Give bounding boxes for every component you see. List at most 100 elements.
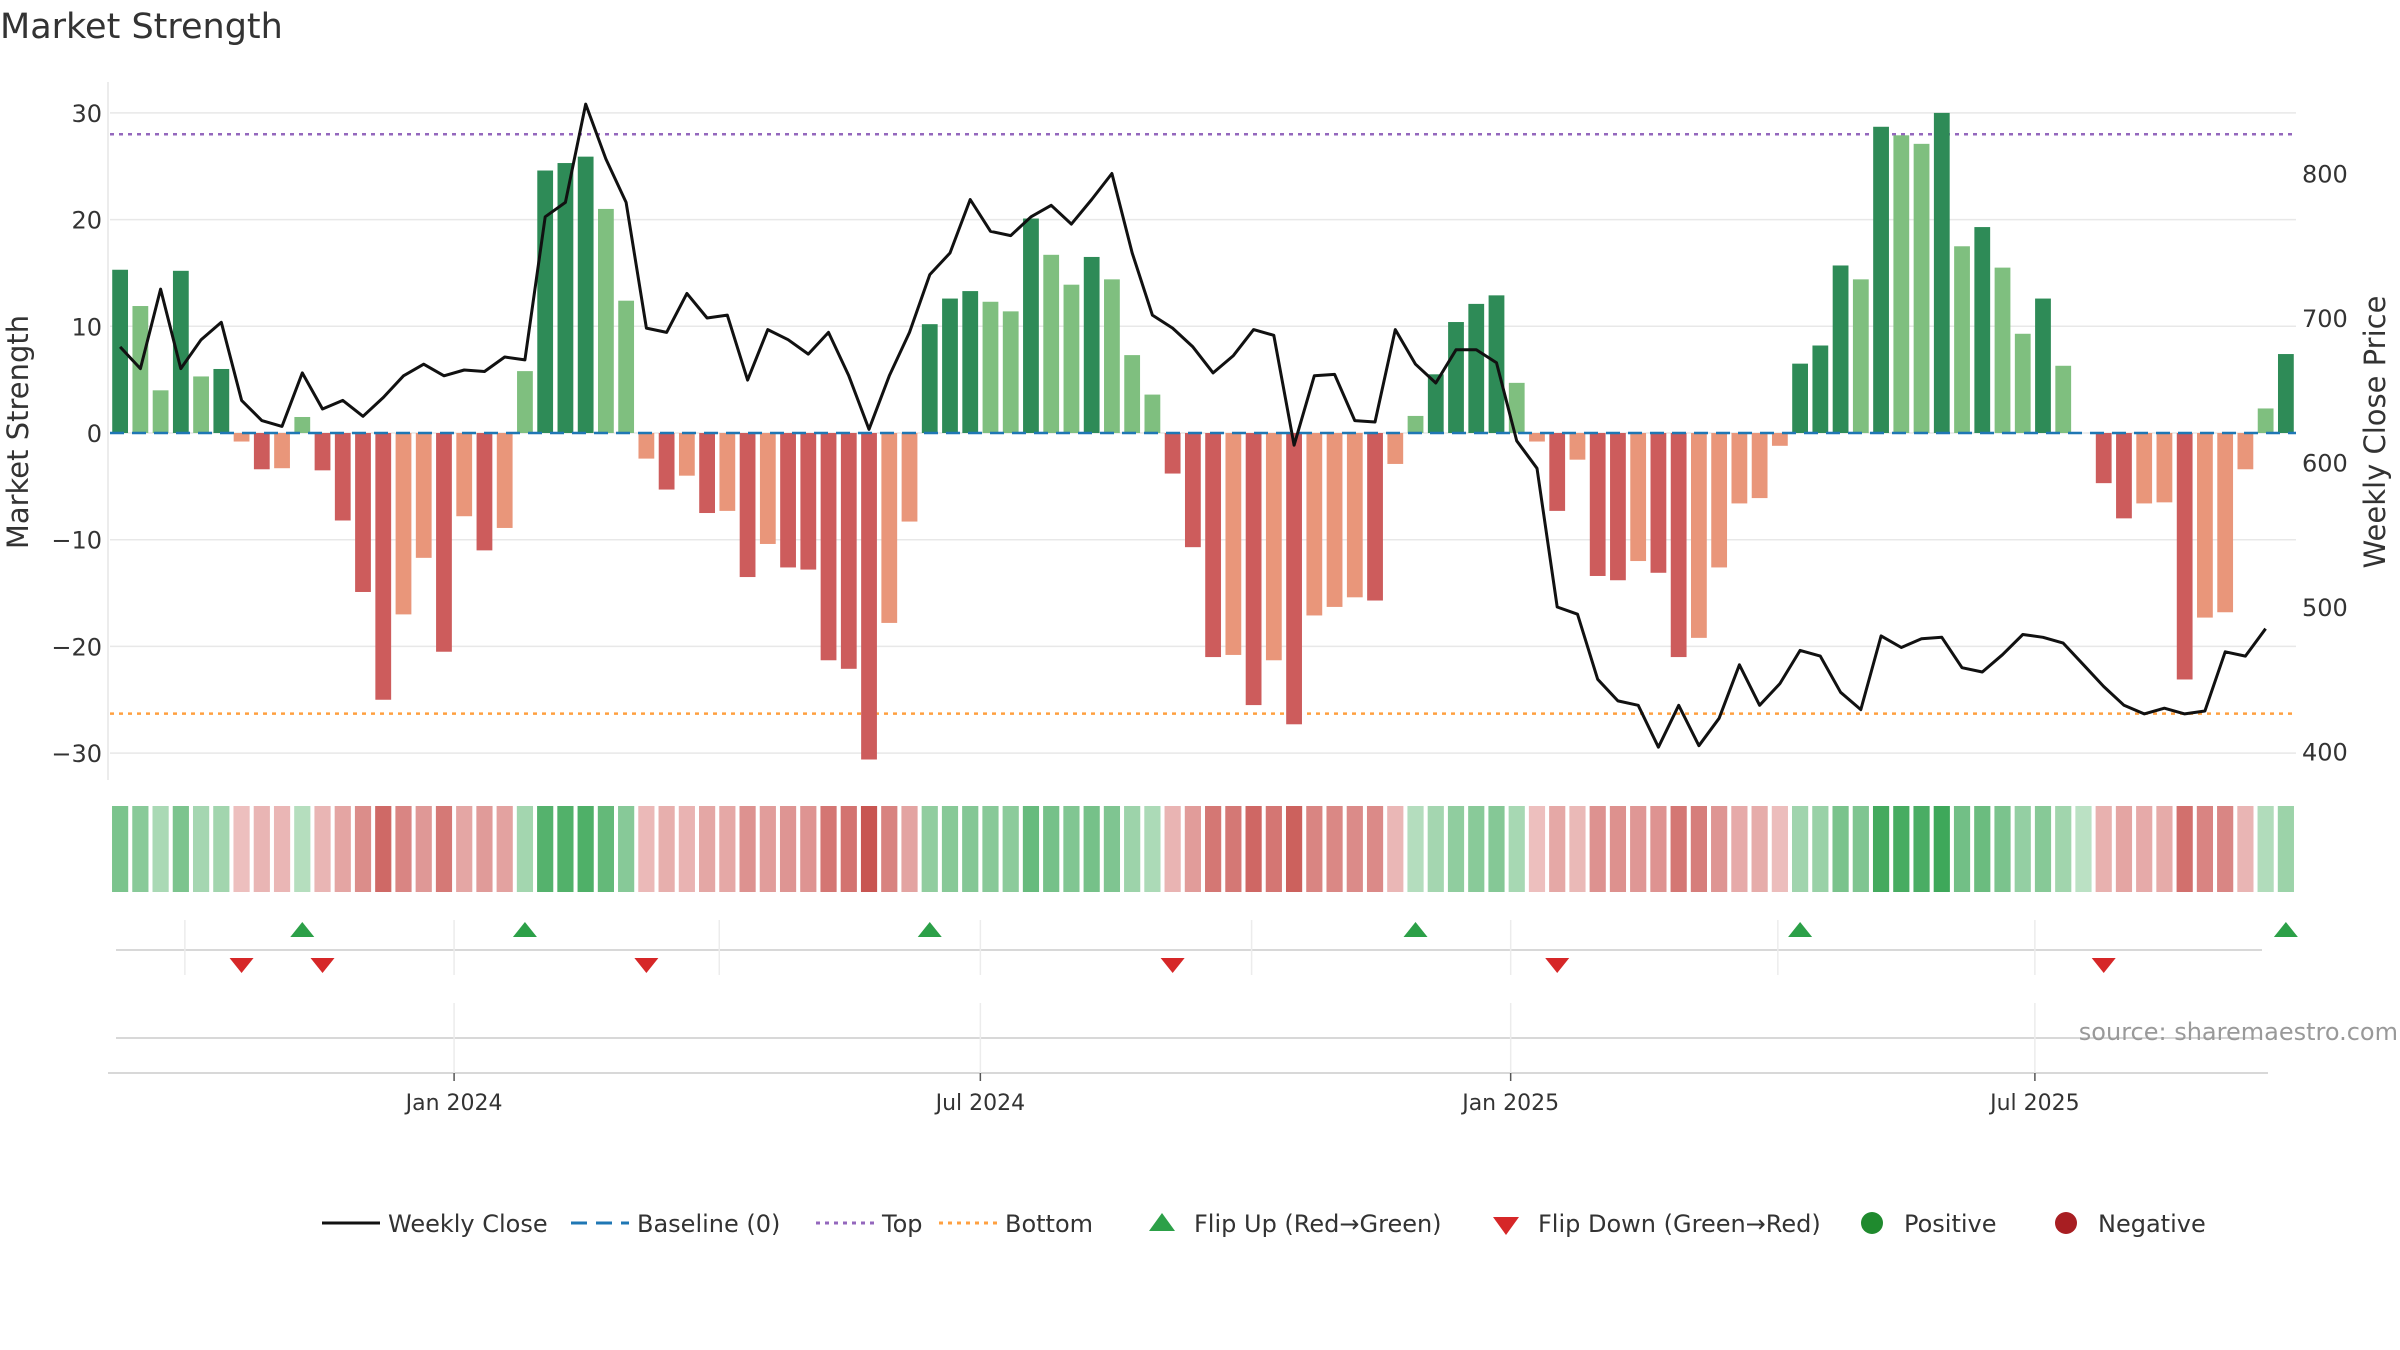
- heat-cell: [1913, 806, 1930, 892]
- flip-down-marker: [229, 958, 254, 973]
- heat-cell: [1366, 806, 1384, 892]
- heat-cell: [1427, 806, 1444, 892]
- right-tick-label: 800: [2302, 161, 2348, 189]
- flip-down-marker: [310, 958, 335, 973]
- weekly-close-line: [119, 102, 2267, 749]
- heat-cell: [1225, 806, 1242, 892]
- heat-cell: [213, 806, 230, 892]
- heat-cell: [2217, 806, 2234, 892]
- flip-down-marker: [1160, 958, 1185, 973]
- heat-cell: [1245, 806, 1262, 892]
- strength-bar: [2257, 408, 2274, 433]
- strength-bar: [618, 300, 635, 433]
- heat-cell: [1974, 806, 1991, 892]
- heat-cell: [1164, 806, 1181, 892]
- flip-up-marker: [290, 922, 315, 937]
- left-tick-label: −20: [51, 633, 102, 661]
- strength-bar: [1063, 284, 1080, 433]
- left-tick-label: −30: [51, 740, 102, 768]
- legend-label: Negative: [2098, 1210, 2206, 1238]
- strength-bar: [517, 371, 533, 433]
- legend-swatch: [1149, 1213, 1175, 1231]
- strength-bar: [982, 301, 999, 433]
- heat-cell: [1326, 806, 1343, 892]
- strength-bar: [1468, 303, 1485, 433]
- strength-bar: [1529, 433, 1545, 442]
- heat-cell: [192, 806, 210, 892]
- strength-bar: [436, 433, 452, 652]
- strength-bar: [2237, 433, 2254, 470]
- heat-cell: [1852, 806, 1869, 892]
- strength-bar: [840, 433, 857, 669]
- strength-bar: [1002, 311, 1019, 433]
- strength-bar: [1933, 112, 1950, 434]
- left-tick-label: 30: [71, 100, 102, 128]
- legend-label: Top: [881, 1210, 923, 1238]
- heat-cell: [1690, 806, 1707, 892]
- heat-cell: [820, 806, 837, 892]
- strength-bar: [598, 208, 614, 433]
- heat-cell: [395, 806, 412, 892]
- strength-bar: [1245, 433, 1262, 706]
- heat-cell: [516, 806, 534, 892]
- legend-label: Positive: [1904, 1210, 1997, 1238]
- strength-bar: [193, 376, 209, 433]
- strength-bar: [355, 433, 371, 592]
- heat-cell: [456, 806, 473, 892]
- right-axis: 800 700 600 500 400: [2302, 161, 2348, 767]
- strength-bar: [152, 390, 169, 433]
- heat-cell: [1002, 806, 1019, 892]
- strength-bar: [2217, 433, 2234, 613]
- flip-up-marker: [917, 922, 942, 937]
- heat-cell: [1650, 806, 1667, 892]
- heat-cell: [334, 806, 351, 892]
- strength-bar: [2035, 298, 2051, 433]
- strength-bar: [253, 433, 270, 470]
- x-axis: Jan 2024 Jul 2024 Jan 2025 Jul 2025: [404, 1073, 2080, 1116]
- reference-lines: [110, 132, 2296, 715]
- strength-bar: [1994, 267, 2011, 433]
- x-tick-label: Jan 2025: [1460, 1091, 1559, 1116]
- heat-cell: [962, 806, 979, 892]
- strength-bar: [1083, 256, 1100, 433]
- heat-cell: [840, 806, 857, 892]
- strength-bar: [415, 433, 432, 558]
- heat-cell: [901, 806, 918, 892]
- legend-label: Baseline (0): [637, 1210, 780, 1238]
- strength-bar: [1771, 433, 1788, 446]
- heat-cell: [354, 806, 372, 892]
- heat-cell: [1043, 806, 1060, 892]
- left-axis: 30 20 10 0 −10 −20 −30: [51, 100, 102, 768]
- strength-bar: [1852, 279, 1869, 433]
- heat-cell: [2136, 806, 2153, 892]
- legend-swatch: [1493, 1217, 1519, 1235]
- heat-cell: [1265, 806, 1282, 892]
- heat-cell: [1083, 806, 1100, 892]
- strength-bar: [1549, 433, 1566, 511]
- strength-bar: [1124, 355, 1141, 433]
- heat-cell: [2014, 806, 2031, 892]
- heat-cell: [1994, 806, 2011, 892]
- strength-bar: [1225, 433, 1242, 655]
- heat-cell: [476, 806, 493, 892]
- heat-cell: [1711, 806, 1728, 892]
- x-tick-label: Jan 2024: [404, 1091, 503, 1116]
- strength-bar: [1346, 433, 1363, 598]
- strength-bar: [476, 433, 493, 551]
- heat-cell: [2237, 806, 2254, 892]
- strength-bar: [1023, 218, 1039, 433]
- strength-bar: [537, 170, 554, 433]
- strength-bar: [172, 270, 189, 433]
- heat-cell: [860, 806, 878, 892]
- left-tick-label: −10: [51, 527, 102, 555]
- heat-cell: [273, 806, 291, 892]
- heat-cell: [921, 806, 938, 892]
- flip-down-marker: [634, 958, 659, 973]
- heat-cell: [618, 806, 635, 892]
- chart-title: Market Strength: [0, 7, 283, 47]
- strength-bar: [496, 433, 513, 528]
- heat-cell: [152, 806, 169, 892]
- heat-cell: [881, 806, 898, 892]
